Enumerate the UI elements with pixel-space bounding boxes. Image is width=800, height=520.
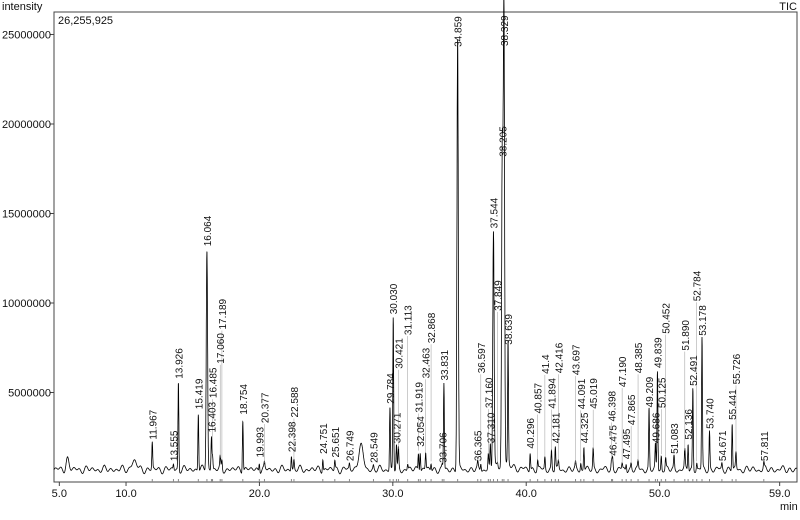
peak-label: 52.136 bbox=[684, 409, 695, 440]
peak-label: 41.894 bbox=[548, 378, 559, 409]
peak-label: 30.271 bbox=[392, 412, 403, 443]
y-tick-label: 20000000 bbox=[2, 119, 51, 131]
peak-label: 28.549 bbox=[370, 432, 381, 463]
peak-label: 24.751 bbox=[319, 423, 330, 454]
y-axis-label: intensity bbox=[2, 1, 43, 13]
peak-label: 33.706 bbox=[438, 432, 449, 463]
peak-label: 57.811 bbox=[760, 431, 771, 461]
peak-label: 41.4 bbox=[541, 354, 552, 374]
peak-label: 37.310 bbox=[486, 412, 497, 443]
peak-label: 16.403 bbox=[207, 401, 218, 432]
peak-label: 15.419 bbox=[194, 378, 205, 409]
x-tick-label: 10.0 bbox=[115, 488, 136, 500]
peak-label: 38.329 bbox=[500, 15, 511, 46]
peak-label: 31.919 bbox=[414, 382, 425, 413]
peak-label: 50.125 bbox=[657, 377, 668, 408]
peak-label: 13.555 bbox=[170, 430, 181, 461]
peak-label: 37.160 bbox=[484, 377, 495, 408]
peak-label: 17.189 bbox=[218, 298, 229, 329]
tic-trace bbox=[53, 0, 798, 475]
peak-label: 29.784 bbox=[386, 373, 397, 404]
peak-label: 11.967 bbox=[148, 409, 159, 439]
peak-label: 16.064 bbox=[203, 215, 214, 246]
peak-label: 54.671 bbox=[718, 430, 729, 461]
peak-label: 26.749 bbox=[346, 430, 357, 461]
peak-label: 20.377 bbox=[261, 392, 272, 423]
peak-label: 52.491 bbox=[689, 355, 700, 386]
x-tick-label: 59.0 bbox=[769, 488, 790, 500]
peak-label: 32.463 bbox=[422, 347, 433, 378]
peak-label: 42.181 bbox=[551, 412, 562, 443]
y-tick-label: 5000000 bbox=[8, 387, 51, 399]
x-tick-label: 5.0 bbox=[52, 488, 67, 500]
peak-label: 36.597 bbox=[477, 342, 488, 373]
peak-label: 36.365 bbox=[474, 430, 485, 461]
peak-label: 40.857 bbox=[534, 382, 545, 413]
x-tick-label: 50.0 bbox=[649, 488, 670, 500]
peak-label: 47.190 bbox=[618, 356, 629, 387]
peak-label: 49.686 bbox=[651, 412, 662, 443]
peak-label: 55.726 bbox=[732, 353, 743, 384]
peak-label: 22.398 bbox=[287, 421, 298, 452]
peak-label: 31.113 bbox=[404, 305, 415, 335]
peak-label: 37.544 bbox=[490, 197, 501, 228]
peak-label: 47.865 bbox=[627, 394, 638, 425]
peak-label: 51.890 bbox=[681, 320, 692, 351]
peak-label: 48.385 bbox=[634, 342, 645, 373]
peak-label: 34.859 bbox=[454, 16, 465, 47]
peak-label: 19.993 bbox=[255, 426, 266, 457]
y-tick-label: 15000000 bbox=[2, 208, 51, 220]
peak-label: 38.639 bbox=[504, 314, 515, 345]
peak-label: 52.784 bbox=[693, 270, 704, 301]
peak-label: 32.868 bbox=[427, 312, 438, 343]
x-axis-label: min bbox=[780, 501, 798, 513]
peak-label: 44.325 bbox=[580, 412, 591, 443]
peak-label: 55.441 bbox=[728, 389, 739, 420]
max-intensity-label: 26,255,925 bbox=[58, 15, 113, 27]
peak-label: 18.754 bbox=[239, 384, 250, 415]
peak-label: 30.421 bbox=[394, 338, 405, 369]
peak-label: 40.296 bbox=[526, 418, 537, 449]
peak-label: 53.740 bbox=[706, 398, 717, 429]
peak-label: 46.475 bbox=[609, 425, 620, 456]
x-tick-label: 30.0 bbox=[382, 488, 403, 500]
peak-label: 46.398 bbox=[608, 390, 619, 421]
x-tick-label: 20.0 bbox=[249, 488, 270, 500]
trace-label: TIC bbox=[779, 1, 797, 13]
peak-label: 22.588 bbox=[290, 386, 301, 417]
peak-label: 33.831 bbox=[440, 349, 451, 380]
peak-label: 49.209 bbox=[645, 376, 656, 407]
peak-label: 44.091 bbox=[577, 378, 588, 409]
peak-label: 30.030 bbox=[389, 283, 400, 314]
peak-label: 38.205 bbox=[498, 126, 509, 157]
peak-label: 53.178 bbox=[698, 305, 709, 336]
peak-label: 43.697 bbox=[572, 344, 583, 375]
peak-label: 17.060 bbox=[216, 333, 227, 364]
y-tick-label: 25000000 bbox=[2, 29, 51, 41]
peak-label: 47.495 bbox=[622, 428, 633, 459]
peak-label: 16.485 bbox=[209, 367, 220, 398]
peak-label: 50.452 bbox=[662, 303, 673, 334]
peak-label: 51.083 bbox=[670, 423, 681, 454]
y-tick-label: 10000000 bbox=[2, 298, 51, 310]
peak-label: 37.849 bbox=[494, 280, 505, 311]
x-tick-label: 40.0 bbox=[516, 488, 537, 500]
peak-label: 25.651 bbox=[331, 426, 342, 457]
peak-label: 32.054 bbox=[416, 416, 427, 447]
peak-label: 13.926 bbox=[174, 348, 185, 379]
peak-label: 45.019 bbox=[589, 378, 600, 409]
peak-label: 49.839 bbox=[654, 337, 665, 368]
peak-label: 42.416 bbox=[554, 342, 565, 373]
